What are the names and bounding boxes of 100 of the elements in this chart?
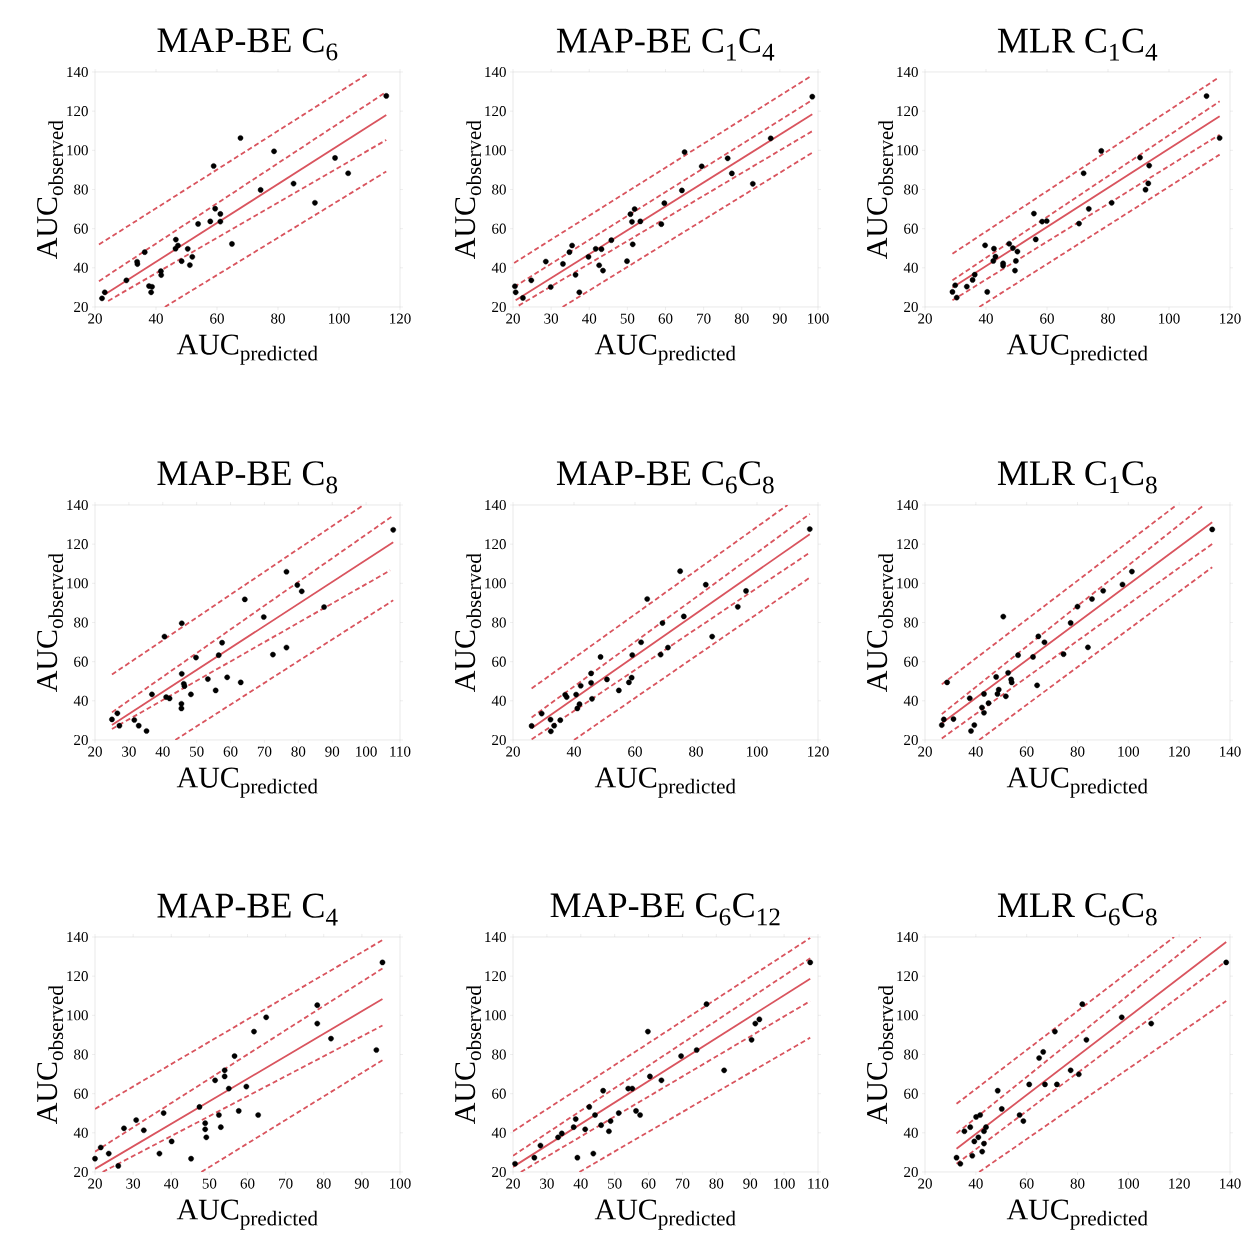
y-tick-label: 100 bbox=[67, 578, 88, 589]
y-tick-label: 80 bbox=[904, 617, 918, 628]
chart-title: MAP-BE C$_{8}$ bbox=[157, 461, 338, 494]
x-tick-label: 120 bbox=[390, 313, 411, 324]
y-tick-label: 20 bbox=[904, 1166, 918, 1178]
y-tick-label: 120 bbox=[67, 539, 88, 550]
y-tick-label: 120 bbox=[485, 971, 506, 982]
y-axis-title: $\mathrm{AUC}_{\mathrm{observed}}$ bbox=[867, 553, 894, 693]
x-tick-label: 50 bbox=[620, 313, 635, 324]
x-tick-label: 60 bbox=[1040, 313, 1054, 324]
y-tick-label: 20 bbox=[904, 301, 918, 313]
x-tick-label: 110 bbox=[808, 1178, 829, 1189]
y-tick-label: 60 bbox=[492, 1088, 506, 1099]
x-tick-label: 30 bbox=[544, 313, 559, 324]
y-tick-label: 140 bbox=[67, 931, 88, 943]
y-tick-label: 100 bbox=[485, 1010, 506, 1021]
x-tick-label: 50 bbox=[608, 1178, 622, 1189]
y-tick-label: 140 bbox=[67, 499, 88, 511]
x-tick-label: 60 bbox=[641, 1178, 656, 1189]
y-tick-label: 60 bbox=[74, 223, 88, 234]
y-tick-label: 60 bbox=[492, 656, 506, 667]
x-axis-title: $\mathrm{AUC}_{\mathrm{predicted}}$ bbox=[594, 334, 736, 365]
x-tick-label: 30 bbox=[126, 1178, 141, 1189]
y-tick-label: 80 bbox=[74, 1049, 88, 1060]
x-axis-title: $\mathrm{AUC}_{\mathrm{predicted}}$ bbox=[1006, 1199, 1148, 1230]
x-tick-label: 50 bbox=[202, 1178, 217, 1189]
x-tick-label: 120 bbox=[1169, 746, 1190, 757]
x-tick-label: 20 bbox=[88, 1178, 102, 1189]
chart-title: MAP-BE C$_{1}$C$_{4}$ bbox=[556, 28, 775, 61]
x-tick-label: 20 bbox=[506, 746, 520, 757]
x-tick-label: 80 bbox=[316, 1178, 331, 1189]
y-tick-label: 120 bbox=[897, 971, 918, 982]
y-tick-label: 120 bbox=[897, 106, 918, 117]
y-tick-label: 120 bbox=[67, 106, 88, 117]
x-tick-label: 60 bbox=[210, 313, 224, 324]
x-tick-label: 80 bbox=[1101, 313, 1115, 324]
chart-title: MAP-BE C$_{6}$C$_{12}$ bbox=[550, 893, 780, 926]
y-tick-label: 60 bbox=[904, 1088, 918, 1099]
y-axis-title: $\mathrm{AUC}_{\mathrm{observed}}$ bbox=[455, 553, 482, 693]
x-tick-label: 120 bbox=[808, 746, 829, 757]
y-axis-title: $\mathrm{AUC}_{\mathrm{observed}}$ bbox=[867, 985, 894, 1125]
y-axis-title: $\mathrm{AUC}_{\mathrm{observed}}$ bbox=[867, 120, 894, 260]
y-tick-label: 140 bbox=[67, 66, 88, 78]
y-axis-title: $\mathrm{AUC}_{\mathrm{observed}}$ bbox=[455, 985, 482, 1125]
x-tick-label: 140 bbox=[1220, 1178, 1241, 1189]
x-tick-label: 60 bbox=[658, 313, 673, 324]
x-tick-label: 100 bbox=[808, 313, 829, 324]
x-tick-label: 80 bbox=[291, 746, 306, 757]
x-tick-label: 50 bbox=[190, 746, 204, 757]
chart-title: MLR C$_{1}$C$_{4}$ bbox=[997, 28, 1158, 61]
x-tick-label: 90 bbox=[354, 1178, 369, 1189]
x-axis-title: $\mathrm{AUC}_{\mathrm{predicted}}$ bbox=[594, 1199, 736, 1230]
y-tick-label: 100 bbox=[897, 578, 918, 589]
x-tick-label: 110 bbox=[390, 746, 411, 757]
y-tick-label: 120 bbox=[485, 539, 506, 550]
x-tick-label: 80 bbox=[271, 313, 285, 324]
x-tick-label: 40 bbox=[573, 1178, 588, 1189]
y-tick-label: 20 bbox=[904, 734, 918, 746]
y-axis-title: $\mathrm{AUC}_{\mathrm{observed}}$ bbox=[37, 120, 64, 260]
x-axis-title: $\mathrm{AUC}_{\mathrm{predicted}}$ bbox=[594, 767, 736, 798]
y-tick-label: 100 bbox=[485, 145, 506, 156]
x-tick-label: 20 bbox=[88, 746, 102, 757]
x-tick-label: 60 bbox=[1019, 746, 1034, 757]
y-axis-title: $\mathrm{AUC}_{\mathrm{observed}}$ bbox=[37, 553, 64, 693]
y-tick-label: 120 bbox=[897, 539, 918, 550]
y-tick-label: 20 bbox=[74, 1166, 88, 1178]
y-tick-label: 40 bbox=[73, 262, 88, 273]
chart-title: MAP-BE C$_{6}$C$_{8}$ bbox=[556, 461, 774, 494]
x-tick-label: 100 bbox=[390, 1178, 411, 1189]
y-tick-label: 20 bbox=[74, 734, 88, 746]
y-tick-label: 80 bbox=[904, 1049, 918, 1060]
x-tick-label: 60 bbox=[240, 1178, 255, 1189]
y-tick-label: 100 bbox=[897, 145, 918, 156]
y-tick-label: 60 bbox=[74, 1088, 88, 1099]
y-tick-label: 140 bbox=[897, 931, 918, 943]
y-tick-label: 120 bbox=[485, 106, 506, 117]
x-tick-label: 20 bbox=[506, 1178, 520, 1189]
y-tick-label: 140 bbox=[485, 499, 506, 511]
y-tick-label: 80 bbox=[492, 1049, 506, 1060]
chart-title: MLR C$_{1}$C$_{8}$ bbox=[997, 461, 1157, 494]
x-tick-label: 80 bbox=[734, 313, 749, 324]
x-tick-label: 40 bbox=[148, 313, 163, 324]
x-tick-label: 70 bbox=[675, 1178, 690, 1189]
chart-title: MAP-BE C$_{4}$ bbox=[157, 893, 338, 926]
x-tick-label: 40 bbox=[155, 746, 170, 757]
x-tick-label: 40 bbox=[968, 1178, 983, 1189]
y-tick-label: 80 bbox=[492, 617, 506, 628]
chart-title: MAP-BE C$_{6}$ bbox=[157, 28, 338, 61]
x-tick-label: 40 bbox=[978, 313, 993, 324]
x-tick-label: 80 bbox=[709, 1178, 724, 1189]
y-tick-label: 40 bbox=[491, 262, 506, 273]
x-tick-label: 40 bbox=[968, 746, 983, 757]
y-tick-label: 40 bbox=[903, 1127, 918, 1138]
x-axis-title: $\mathrm{AUC}_{\mathrm{predicted}}$ bbox=[176, 767, 318, 798]
x-tick-label: 140 bbox=[1220, 746, 1241, 757]
y-axis-title: $\mathrm{AUC}_{\mathrm{observed}}$ bbox=[455, 120, 482, 260]
y-tick-label: 20 bbox=[492, 301, 506, 313]
y-tick-label: 100 bbox=[67, 1010, 88, 1021]
y-tick-label: 40 bbox=[903, 695, 918, 706]
x-tick-label: 100 bbox=[356, 746, 377, 757]
